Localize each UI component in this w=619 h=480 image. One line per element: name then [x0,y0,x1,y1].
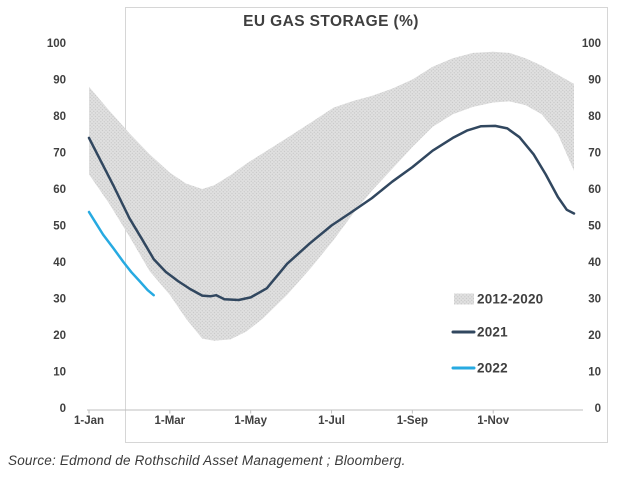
x-axis-label-1-Sep: 1-Sep [397,415,428,427]
series-2021-line [87,124,576,302]
legend-label-2022: 2022 [477,361,508,376]
y-axis-label-left-40: 40 [53,257,66,269]
y-axis-label-right-100: 100 [582,38,601,50]
y-axis-label-right-60: 60 [588,184,601,196]
y-axis-label-left-100: 100 [47,38,66,50]
series-2022-line [87,210,155,297]
x-axis-label-1-Jul: 1-Jul [318,415,345,427]
legend-swatch-band [454,293,474,305]
x-axis-label-1-Mar: 1-Mar [154,415,185,427]
legend-item-2022: 2022 [451,361,508,376]
chart-title: EU GAS STORAGE (%) [243,13,419,30]
y-axis-label-right-50: 50 [588,221,601,233]
y-axis-label-left-20: 20 [53,330,66,342]
y-axis-label-left-30: 30 [53,294,66,306]
y-axis-label-left-50: 50 [53,221,66,233]
y-axis-label-right-10: 10 [588,367,601,379]
x-axis-label-1-Jan: 1-Jan [74,415,104,427]
eu-gas-storage-chart: EU GAS STORAGE (%) 0 0 10 10 20 20 30 30 40 40 50 5… [47,7,608,443]
y-axis-label-right-0: 0 [595,403,601,415]
x-axis-label-1-May: 1-May [234,415,267,427]
y-axis-label-right-90: 90 [588,75,601,87]
legend-item-2021: 2021 [451,325,508,340]
y-axis-label-right-20: 20 [588,330,601,342]
legend-label-2021: 2021 [477,325,508,340]
legend-label-2012-2020: 2012-2020 [477,292,543,307]
x-axis-label-1-Nov: 1-Nov [477,415,510,427]
y-axis-label-right-80: 80 [588,111,601,123]
y-axis-label-right-70: 70 [588,148,601,160]
y-axis-label-left-70: 70 [53,148,66,160]
legend-item-2012-2020: 2012-2020 [454,292,543,307]
y-axis-label-left-10: 10 [53,367,66,379]
y-axis-label-right-40: 40 [588,257,601,269]
y-axis-label-right-30: 30 [588,294,601,306]
y-axis-label-left-90: 90 [53,75,66,87]
band-2012-2020-area [89,51,574,341]
y-axis-label-left-60: 60 [53,184,66,196]
y-axis-label-left-80: 80 [53,111,66,123]
y-axis-label-left-0: 0 [60,403,66,415]
source-note: Source: Edmond de Rothschild Asset Manag… [8,453,406,468]
